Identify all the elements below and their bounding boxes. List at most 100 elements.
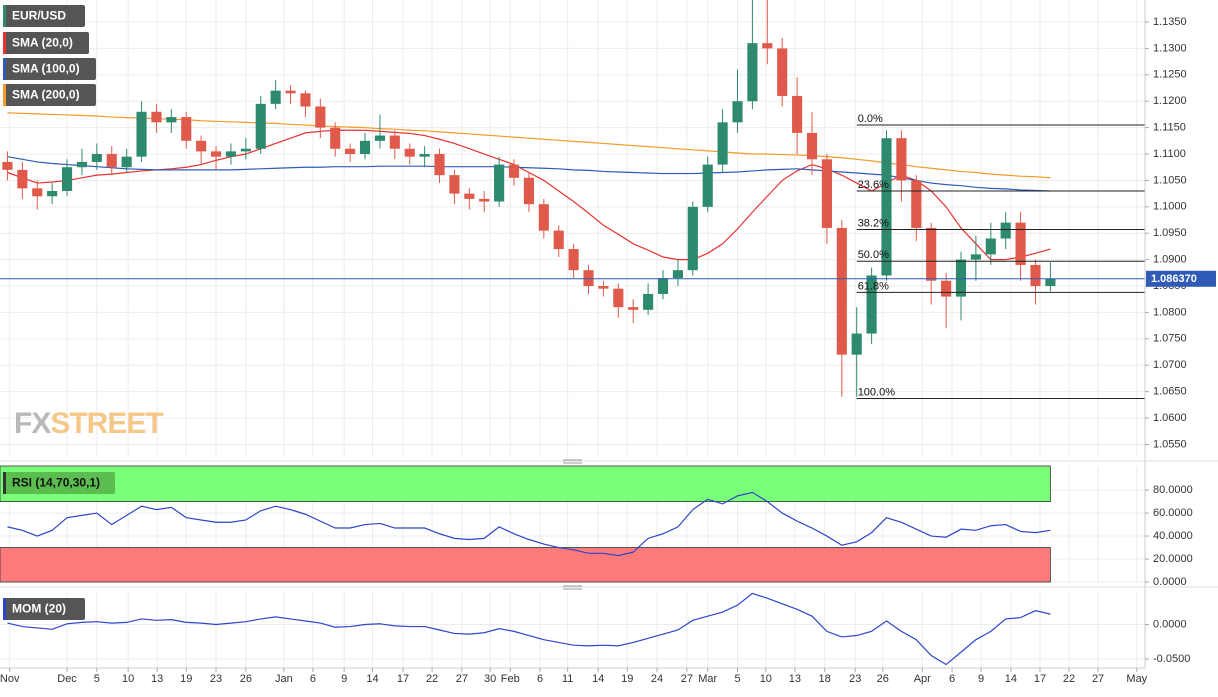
candle-body [955,259,967,297]
candle-body [196,140,207,152]
x-tick-label: 9 [341,673,347,685]
last-price-label: 1.086370 [1151,273,1197,285]
x-tick-label: 13 [151,673,163,685]
y-tick-label: 1.1200 [1153,95,1187,107]
candle-body [613,288,624,308]
candle-body [61,167,73,191]
x-tick-label: 6 [949,673,955,685]
x-tick-label: 14 [592,673,604,685]
y-tick-label: 1.0950 [1153,227,1187,239]
legend-box [3,84,96,106]
candle-body [583,270,594,287]
legend-box [3,58,96,80]
legend-box [3,5,85,27]
x-tick-label: 10 [122,673,134,685]
y-tick-label: 1.1100 [1153,148,1186,160]
resize-handle[interactable] [563,459,582,464]
x-tick-label: 19 [180,673,192,685]
candle-body [553,230,564,250]
x-tick-label: 22 [426,673,438,685]
legend-label[interactable]: EUR/USD [12,9,66,23]
candle-body [91,154,102,162]
legend-label[interactable]: MOM (20) [12,602,66,616]
grid-layer: FXSTREET [0,0,1145,668]
candle-body [434,154,445,176]
fib-label: 0.0% [858,113,883,125]
candle-body [762,43,773,49]
y-tick-label: 1.0650 [1153,386,1187,398]
legend-box [3,598,85,620]
candle-body [2,161,13,170]
y-tick-label: 1.1250 [1153,69,1187,81]
legend-box [3,32,89,54]
x-tick-label: 11 [562,673,573,685]
y-tick-label: 40.0000 [1153,530,1193,542]
legend-box [3,472,115,494]
series-line [7,129,1051,261]
legend-label[interactable]: SMA (200,0) [12,88,80,102]
oversold-zone [0,547,1051,583]
candle-body [76,161,88,168]
x-tick-label: 27 [456,673,468,685]
candle-body [359,140,371,155]
series-line [7,156,1051,192]
plot-layer [0,0,1145,666]
candle-body [523,177,534,205]
x-tick-label: 26 [877,673,889,685]
x-tick-label: Nov [0,673,20,685]
candle-body [866,275,877,334]
legend-label[interactable]: SMA (20,0) [12,36,73,50]
legend-label[interactable]: SMA (100,0) [12,62,80,76]
candle-body [404,148,415,157]
candle-body [1045,278,1056,287]
legend-stripe [3,58,6,80]
candle-body [479,198,490,202]
candle-body [47,190,58,197]
x-tick-label: 26 [240,673,252,685]
candle-body [1030,264,1041,287]
legend-stripe [3,84,6,106]
y-tick-label: 1.0600 [1153,412,1187,424]
x-tick-label: 10 [760,673,772,685]
candle-body [285,90,296,94]
candle-body [538,204,549,231]
candle-body [628,307,639,310]
x-tick-label: 14 [1005,673,1017,685]
candle-body [374,135,385,141]
x-tick-label: 5 [734,673,740,685]
y-tick-label: 1.0800 [1153,306,1187,318]
legend-label[interactable]: RSI (14,70,30,1) [12,476,100,490]
candle-body [330,127,341,149]
candle-body [136,111,147,157]
y-tick-label: 0.0000 [1153,576,1187,588]
x-tick-label: 24 [651,673,663,685]
candle-body [106,154,117,168]
candle-body [1015,222,1026,265]
y-tick-label: 60.0000 [1153,507,1193,519]
x-tick-label: 27 [681,673,693,685]
candle-body [732,101,743,123]
resize-handle[interactable] [563,585,582,590]
fib-label: 38.2% [858,217,889,229]
candle-body [255,103,266,149]
fib-label: 100.0% [858,386,896,398]
x-tick-label: 14 [366,673,378,685]
candle-body [926,227,937,281]
candle-body [1000,222,1011,239]
candle-body [985,238,996,255]
candle-body [717,122,728,165]
candle-body [181,117,192,141]
candle-body [792,95,803,133]
candle-body [449,175,460,194]
x-tick-label: 27 [1092,673,1104,685]
candle-body [32,188,43,197]
candle-body [568,249,579,271]
candle-body [643,293,654,310]
x-tick-label: 6 [537,673,543,685]
candle-body [941,280,952,297]
candle-body [896,138,907,181]
candle-body [345,148,356,155]
